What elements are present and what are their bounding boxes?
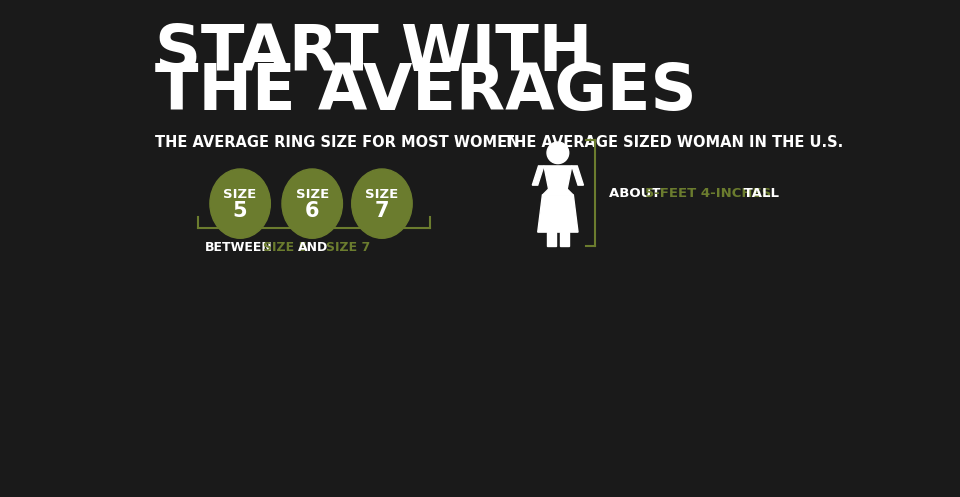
Text: BETWEEN: BETWEEN bbox=[205, 241, 273, 254]
Text: THE AVERAGES: THE AVERAGES bbox=[155, 61, 696, 123]
Text: SIZE 5: SIZE 5 bbox=[263, 241, 307, 254]
Text: SIZE: SIZE bbox=[296, 188, 329, 201]
Polygon shape bbox=[561, 232, 568, 246]
Polygon shape bbox=[538, 195, 578, 232]
Text: 5-FEET 4-INCHES: 5-FEET 4-INCHES bbox=[645, 187, 772, 200]
Text: ABOUT: ABOUT bbox=[609, 187, 665, 200]
Text: SIZE: SIZE bbox=[224, 188, 256, 201]
Text: THE AVERAGE SIZED WOMAN IN THE U.S.: THE AVERAGE SIZED WOMAN IN THE U.S. bbox=[504, 135, 843, 150]
Text: 6: 6 bbox=[305, 201, 320, 221]
Ellipse shape bbox=[282, 169, 343, 238]
Text: START WITH: START WITH bbox=[155, 22, 592, 84]
Text: THE AVERAGE RING SIZE FOR MOST WOMEN: THE AVERAGE RING SIZE FOR MOST WOMEN bbox=[155, 135, 519, 150]
Text: AND: AND bbox=[299, 241, 328, 254]
Polygon shape bbox=[572, 166, 584, 185]
Polygon shape bbox=[532, 166, 544, 185]
Circle shape bbox=[547, 142, 568, 164]
Polygon shape bbox=[547, 232, 556, 246]
Text: 5: 5 bbox=[233, 201, 248, 221]
Text: 7: 7 bbox=[374, 201, 389, 221]
Text: SIZE 7: SIZE 7 bbox=[326, 241, 371, 254]
Polygon shape bbox=[542, 189, 573, 195]
Ellipse shape bbox=[210, 169, 271, 238]
Ellipse shape bbox=[351, 169, 412, 238]
Text: SIZE: SIZE bbox=[366, 188, 398, 201]
Text: TALL: TALL bbox=[739, 187, 780, 200]
Polygon shape bbox=[544, 166, 572, 189]
